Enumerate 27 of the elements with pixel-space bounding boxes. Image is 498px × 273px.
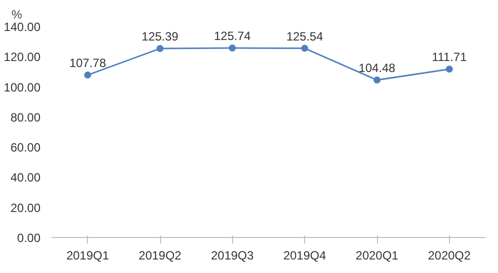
point <box>301 44 308 52</box>
point <box>228 44 236 52</box>
point <box>374 76 380 84</box>
y-tick-label: 80.00 <box>10 110 41 124</box>
y-tick-label: 120.00 <box>4 50 41 64</box>
x-tick-label: 2019Q4 <box>283 248 326 262</box>
point <box>446 66 453 73</box>
y-axis-title: % <box>12 8 22 22</box>
data-label: 125.74 <box>214 28 252 43</box>
data-label: 125.39 <box>142 30 179 44</box>
data-label: 125.54 <box>286 29 324 44</box>
x-tick-label: 2019Q2 <box>138 248 182 262</box>
y-tick-label: 20.00 <box>10 200 41 215</box>
point <box>156 45 164 52</box>
x-tick-label: 2020Q1 <box>356 248 399 262</box>
x-tick-label: 2020Q2 <box>428 248 472 262</box>
y-tick-label: 60.00 <box>10 140 41 155</box>
y-tick-label: 40.00 <box>10 170 41 185</box>
data-label: 111.71 <box>432 50 468 64</box>
y-tick-label: 140.00 <box>4 20 41 34</box>
x-tick-label: 2019Q3 <box>210 248 254 262</box>
data-label: 107.78 <box>69 56 106 70</box>
y-tick-label: 100.00 <box>4 80 41 94</box>
x-tick-label: 2019Q1 <box>66 248 110 262</box>
data-label: 104.48 <box>358 61 396 76</box>
point <box>84 72 92 79</box>
y-tick-label: 0.00 <box>17 231 41 245</box>
